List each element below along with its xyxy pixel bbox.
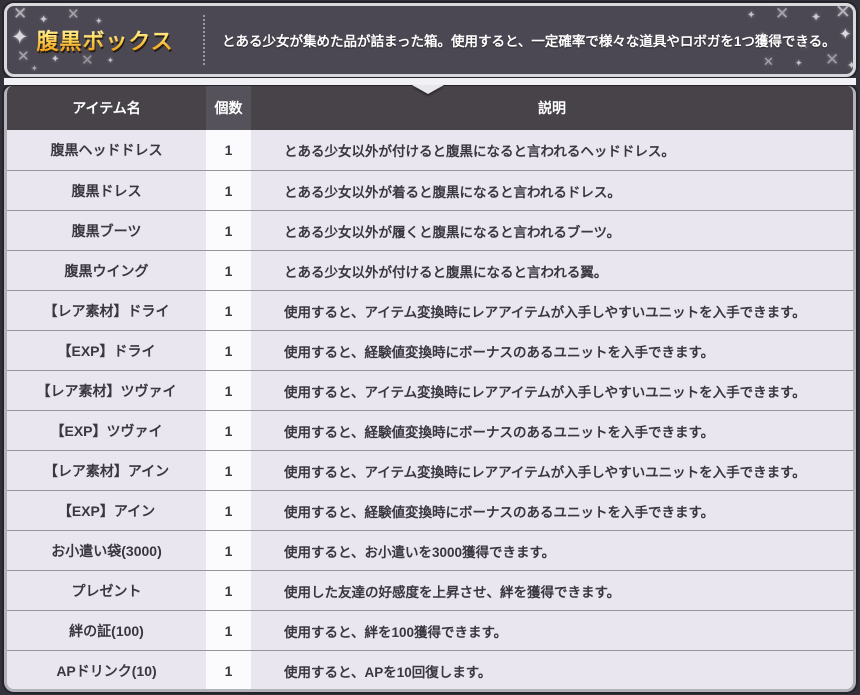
item-count: 1 <box>206 451 251 490</box>
table-row: 【EXP】アイン 1 使用すると、経験値変換時にボーナスのあるユニットを入手でき… <box>7 490 853 530</box>
table-row: 絆の証(100) 1 使用すると、絆を100獲得できます。 <box>7 610 853 650</box>
table-row: プレゼント 1 使用した友達の好感度を上昇させ、絆を獲得できます。 <box>7 570 853 610</box>
table-row: 腹黒ヘッドドレス 1 とある少女以外が付けると腹黒になると言われるヘッドドレス。 <box>7 130 853 170</box>
table-body: 腹黒ヘッドドレス 1 とある少女以外が付けると腹黒になると言われるヘッドドレス。… <box>7 130 853 689</box>
table-row: 腹黒ドレス 1 とある少女以外が着ると腹黒になると言われるドレス。 <box>7 170 853 210</box>
item-description: 使用すると、経験値変換時にボーナスのあるユニットを入手できます。 <box>284 504 715 520</box>
table-row: お小遣い袋(3000) 1 使用すると、お小遣いを3000獲得できます。 <box>7 530 853 570</box>
item-description: とある少女以外が履くと腹黒になると言われるブーツ。 <box>284 224 621 240</box>
item-count: 1 <box>206 371 251 410</box>
item-name: プレゼント <box>71 582 142 599</box>
item-table: アイテム名 個数 説明 腹黒ヘッドドレス 1 とある少女以外が付けると腹黒になる… <box>4 86 856 692</box>
sparkle-icon: ✕ <box>835 3 851 23</box>
column-header-item-name: アイテム名 <box>72 100 141 116</box>
table-row: 【EXP】ツヴァイ 1 使用すると、経験値変換時にボーナスのあるユニットを入手で… <box>7 410 853 450</box>
item-box-header: ✕✦✕✦✦✕✦✕✦✕✦✦✦✕✦✕✦✦✕✕✦✕✦ 腹黒ボックス とある少女が集めた… <box>4 3 856 77</box>
item-count: 1 <box>206 651 251 689</box>
column-header-description: 説明 <box>538 100 566 116</box>
item-description: とある少女以外が付けると腹黒になると言われるヘッドドレス。 <box>284 144 675 159</box>
item-description: 使用すると、絆を100獲得できます。 <box>284 624 508 640</box>
title-area: 腹黒ボックス <box>7 6 203 74</box>
item-count: 1 <box>206 251 251 290</box>
item-description: 使用すると、経験値変換時にボーナスのあるユニットを入手できます。 <box>284 424 715 440</box>
table-row: 【レア素材】ドライ 1 使用すると、アイテム変換時にレアアイテムが入手しやすいユ… <box>7 290 853 330</box>
table-row: 【レア素材】ツヴァイ 1 使用すると、アイテム変換時にレアアイテムが入手しやすい… <box>7 370 853 410</box>
header-divider <box>203 15 205 65</box>
divider-band <box>4 78 856 85</box>
item-name: 【レア素材】ドライ <box>43 302 170 319</box>
item-name: 絆の証(100) <box>69 622 144 639</box>
item-name: 【EXP】ドライ <box>57 342 156 359</box>
item-count: 1 <box>206 130 251 170</box>
item-name: 【EXP】アイン <box>57 502 156 519</box>
item-description: 使用すると、アイテム変換時にレアアイテムが入手しやすいユニットを入手できます。 <box>284 464 806 480</box>
item-description: 使用すると、アイテム変換時にレアアイテムが入手しやすいユニットを入手できます。 <box>284 304 806 320</box>
item-count: 1 <box>206 571 251 610</box>
item-count: 1 <box>206 531 251 570</box>
table-row: 【レア素材】アイン 1 使用すると、アイテム変換時にレアアイテムが入手しやすいユ… <box>7 450 853 490</box>
item-count: 1 <box>206 491 251 530</box>
item-description: とある少女以外が着ると腹黒になると言われるドレス。 <box>284 184 621 200</box>
sparkle-icon: ✦ <box>839 26 852 43</box>
item-count: 1 <box>206 411 251 450</box>
item-count: 1 <box>206 291 251 330</box>
item-description: 使用すると、APを10回復します。 <box>284 664 492 680</box>
item-count: 1 <box>206 331 251 370</box>
sparkle-icon: ✦ <box>847 60 856 72</box>
item-description: とある少女以外が付けると腹黒になると言われる翼。 <box>284 264 608 280</box>
box-description: とある少女が集めた品が詰まった箱。使用すると、一定確率で様々な道具やロボガを1つ… <box>222 34 836 49</box>
column-header-count: 個数 <box>206 86 251 130</box>
item-count: 1 <box>206 171 251 210</box>
item-count: 1 <box>206 211 251 250</box>
chevron-down-icon <box>412 85 444 94</box>
table-row: 腹黒ウイング 1 とある少女以外が付けると腹黒になると言われる翼。 <box>7 250 853 290</box>
table-row: APドリンク(10) 1 使用すると、APを10回復します。 <box>7 650 853 689</box>
item-name: APドリンク(10) <box>56 662 157 679</box>
item-count: 1 <box>206 611 251 650</box>
item-name: 【EXP】ツヴァイ <box>50 422 163 439</box>
box-title: 腹黒ボックス <box>36 24 173 56</box>
item-description: 使用すると、経験値変換時にボーナスのあるユニットを入手できます。 <box>284 344 715 360</box>
item-description: 使用すると、お小遣いを3000獲得できます。 <box>284 544 556 560</box>
item-name: 腹黒ヘッドドレス <box>50 142 163 158</box>
item-name: 腹黒ウイング <box>64 262 149 279</box>
table-row: 【EXP】ドライ 1 使用すると、経験値変換時にボーナスのあるユニットを入手でき… <box>7 330 853 370</box>
item-name: 【レア素材】アイン <box>43 462 170 479</box>
item-name: 【レア素材】ツヴァイ <box>36 382 177 399</box>
item-description: 使用すると、アイテム変換時にレアアイテムが入手しやすいユニットを入手できます。 <box>284 384 806 400</box>
item-name: お小遣い袋(3000) <box>51 542 162 559</box>
item-name: 腹黒ブーツ <box>71 222 142 239</box>
table-row: 腹黒ブーツ 1 とある少女以外が履くと腹黒になると言われるブーツ。 <box>7 210 853 250</box>
sparkle-icon: ✕ <box>825 50 840 69</box>
item-description: 使用した友達の好感度を上昇させ、絆を獲得できます。 <box>284 584 621 600</box>
item-name: 腹黒ドレス <box>71 182 142 199</box>
